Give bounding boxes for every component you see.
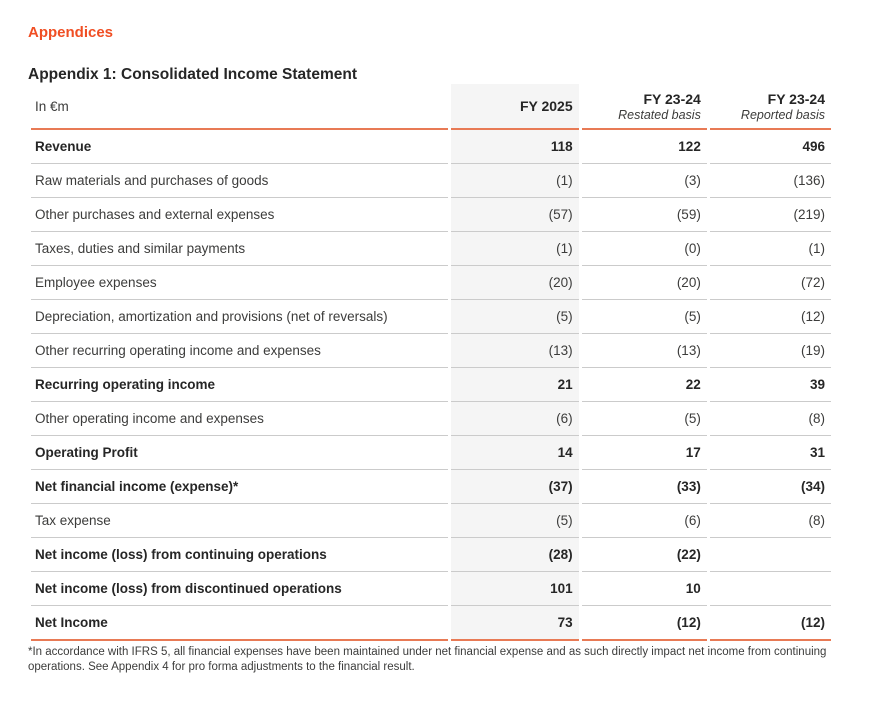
table-row: Recurring operating income 21 22 39 xyxy=(31,368,831,402)
value-cell-fy2324-reported xyxy=(709,572,831,606)
row-label-cell: Other purchases and external expenses xyxy=(31,198,449,232)
unit-label: In €m xyxy=(31,84,449,130)
value-cell-fy2324-reported: 496 xyxy=(709,130,831,164)
row-label-cell: Other recurring operating income and exp… xyxy=(31,334,449,368)
value-cell-fy2324-reported: (34) xyxy=(709,470,831,504)
column-header-fy2324-restated: FY 23-24 Restated basis xyxy=(581,84,707,130)
table-header-row: In €m FY 2025 FY 23-24 Restated basis FY… xyxy=(31,84,831,130)
section-title: Appendices xyxy=(28,24,114,41)
value-cell-fy2324-restated: 17 xyxy=(581,436,707,470)
row-label-cell: Depreciation, amortization and provision… xyxy=(31,300,449,334)
value-cell-fy2324-restated: (59) xyxy=(581,198,707,232)
table-row: Other purchases and external expenses (5… xyxy=(31,198,831,232)
value-cell-fy2025: (5) xyxy=(451,300,579,334)
column-header-sublabel: Reported basis xyxy=(740,107,825,122)
table-row: Operating Profit 14 17 31 xyxy=(31,436,831,470)
value-cell-fy2324-reported: (136) xyxy=(709,164,831,198)
row-label-cell: Taxes, duties and similar payments xyxy=(31,232,449,266)
value-cell-fy2025: 101 xyxy=(451,572,579,606)
column-header-fy2025: FY 2025 xyxy=(451,84,579,130)
table-body: Revenue 118 122 496 Raw materials and pu… xyxy=(31,130,831,641)
column-header-fy2324-reported: FY 23-24 Reported basis xyxy=(709,84,831,130)
value-cell-fy2025: (13) xyxy=(451,334,579,368)
value-cell-fy2025: 118 xyxy=(451,130,579,164)
value-cell-fy2324-restated: (22) xyxy=(581,538,707,572)
table-title: Appendix 1: Consolidated Income Statemen… xyxy=(28,66,357,83)
table-row: Net income (loss) from continuing operat… xyxy=(31,538,831,572)
value-cell-fy2324-reported: (8) xyxy=(709,402,831,436)
value-cell-fy2025: (1) xyxy=(451,232,579,266)
value-cell-fy2324-reported: (12) xyxy=(709,300,831,334)
value-cell-fy2025: (37) xyxy=(451,470,579,504)
column-header-sublabel: Restated basis xyxy=(618,107,701,122)
table-row: Other operating income and expenses (6) … xyxy=(31,402,831,436)
row-label-cell: Tax expense xyxy=(31,504,449,538)
column-header-label: FY 23-24 xyxy=(767,90,825,107)
value-cell-fy2025: (6) xyxy=(451,402,579,436)
value-cell-fy2025: (28) xyxy=(451,538,579,572)
value-cell-fy2324-restated: (3) xyxy=(581,164,707,198)
value-cell-fy2324-reported: (219) xyxy=(709,198,831,232)
value-cell-fy2025: (1) xyxy=(451,164,579,198)
row-label-cell: Raw materials and purchases of goods xyxy=(31,164,449,198)
column-header-label: FY 2025 xyxy=(519,98,573,114)
value-cell-fy2324-restated: 10 xyxy=(581,572,707,606)
value-cell-fy2025: 73 xyxy=(451,606,579,641)
value-cell-fy2324-restated: (12) xyxy=(581,606,707,641)
table-row: Net financial income (expense)* (37) (33… xyxy=(31,470,831,504)
value-cell-fy2324-reported: (12) xyxy=(709,606,831,641)
income-statement-table: In €m FY 2025 FY 23-24 Restated basis FY… xyxy=(28,84,834,641)
value-cell-fy2025: (57) xyxy=(451,198,579,232)
row-label-cell: Net financial income (expense)* xyxy=(31,470,449,504)
row-label-cell: Recurring operating income xyxy=(31,368,449,402)
value-cell-fy2324-restated: (6) xyxy=(581,504,707,538)
value-cell-fy2025: (20) xyxy=(451,266,579,300)
row-label-cell: Net income (loss) from discontinued oper… xyxy=(31,572,449,606)
table-row: Other recurring operating income and exp… xyxy=(31,334,831,368)
row-label-cell: Other operating income and expenses xyxy=(31,402,449,436)
row-label-cell: Net income (loss) from continuing operat… xyxy=(31,538,449,572)
value-cell-fy2324-restated: (33) xyxy=(581,470,707,504)
value-cell-fy2324-restated: (5) xyxy=(581,402,707,436)
value-cell-fy2324-reported: (1) xyxy=(709,232,831,266)
row-label-cell: Operating Profit xyxy=(31,436,449,470)
table-row: Employee expenses (20) (20) (72) xyxy=(31,266,831,300)
value-cell-fy2324-reported xyxy=(709,538,831,572)
row-label-cell: Revenue xyxy=(31,130,449,164)
value-cell-fy2025: (5) xyxy=(451,504,579,538)
value-cell-fy2025: 14 xyxy=(451,436,579,470)
value-cell-fy2324-restated: (13) xyxy=(581,334,707,368)
table-row: Raw materials and purchases of goods (1)… xyxy=(31,164,831,198)
column-header-label: FY 23-24 xyxy=(643,90,701,107)
value-cell-fy2324-reported: (72) xyxy=(709,266,831,300)
value-cell-fy2324-restated: (20) xyxy=(581,266,707,300)
table-row: Depreciation, amortization and provision… xyxy=(31,300,831,334)
value-cell-fy2324-reported: 31 xyxy=(709,436,831,470)
table-row: Net income (loss) from discontinued oper… xyxy=(31,572,831,606)
row-label-cell: Employee expenses xyxy=(31,266,449,300)
value-cell-fy2324-reported: (19) xyxy=(709,334,831,368)
value-cell-fy2324-restated: 22 xyxy=(581,368,707,402)
value-cell-fy2324-restated: (0) xyxy=(581,232,707,266)
value-cell-fy2324-restated: (5) xyxy=(581,300,707,334)
value-cell-fy2324-reported: 39 xyxy=(709,368,831,402)
table-row: Taxes, duties and similar payments (1) (… xyxy=(31,232,831,266)
row-label-cell: Net Income xyxy=(31,606,449,641)
value-cell-fy2025: 21 xyxy=(451,368,579,402)
table-row: Net Income 73 (12) (12) xyxy=(31,606,831,641)
table-row: Revenue 118 122 496 xyxy=(31,130,831,164)
value-cell-fy2324-restated: 122 xyxy=(581,130,707,164)
footnote: *In accordance with IFRS 5, all financia… xyxy=(28,646,827,673)
value-cell-fy2324-reported: (8) xyxy=(709,504,831,538)
table-row: Tax expense (5) (6) (8) xyxy=(31,504,831,538)
